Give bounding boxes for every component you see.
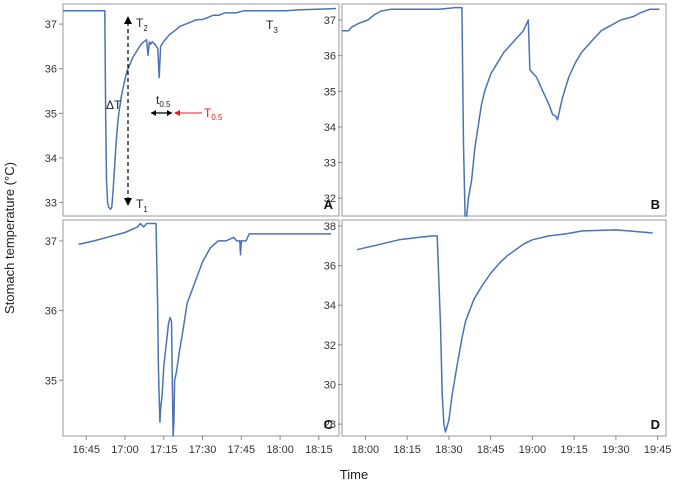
panel-letter: A: [324, 197, 334, 212]
x-tick-label: 19:15: [560, 444, 588, 456]
panel-frame: [341, 219, 667, 437]
t1-label: T1: [136, 197, 148, 214]
series-line: [78, 222, 332, 437]
y-tick-label: 38: [324, 221, 336, 233]
delta-t-arrowhead-bottom: [124, 198, 132, 206]
x-tick-label: 18:00: [352, 444, 380, 456]
x-tick-label: 19:30: [602, 444, 630, 456]
panel-letter: C: [324, 417, 334, 432]
x-tick-label: 18:00: [266, 444, 294, 456]
x-tick-label: 18:30: [435, 444, 463, 456]
x-tick-label: 18:15: [393, 444, 421, 456]
y-tick-label: 33: [45, 198, 57, 210]
x-tick-label: 17:30: [189, 444, 217, 456]
x-tick-label: 18:15: [305, 444, 333, 456]
delta-t-label: ΔT: [106, 98, 122, 112]
y-tick-label: 35: [45, 375, 57, 387]
y-tick-label: 36: [324, 51, 336, 63]
panel-c: 35 36 37 16:45 17:00 17:15 17:30 17:45 18:00 18:1…: [45, 219, 340, 456]
y-tick-label: 32: [324, 193, 336, 205]
panel-b: 32 33 34 35 36 37 B: [324, 3, 667, 217]
y-tick-label: 37: [324, 15, 336, 27]
panel-letter: B: [651, 197, 660, 212]
series-line: [63, 7, 337, 211]
x-tick-label: 16:45: [72, 444, 100, 456]
x-tick-label: 19:45: [644, 444, 672, 456]
t3-label: T3: [266, 18, 278, 35]
y-tick-label: 28: [324, 419, 336, 431]
y-tick-label: 32: [324, 340, 336, 352]
panel-d: 28 30 32 34 36 38 18:00 18:15 18:30 18:45 19:00 19:…: [324, 219, 672, 456]
panel-frame: [341, 3, 667, 217]
series-line: [356, 229, 653, 433]
y-tick-label: 34: [324, 122, 336, 134]
y-tick-label: 34: [45, 153, 57, 165]
y-tick-label: 36: [45, 306, 57, 318]
y-tick-label: 33: [324, 158, 336, 170]
t2-label: T2: [136, 16, 148, 33]
t05-label: t0.5: [156, 93, 171, 109]
y-tick-label: 34: [324, 300, 336, 312]
panel-frame: [62, 3, 340, 217]
x-tick-label: 17:00: [111, 444, 139, 456]
y-tick-label: 35: [324, 86, 336, 98]
x-axis-label: Time: [340, 467, 368, 482]
panel-frame: [62, 219, 340, 437]
t05-arrowhead-right: [167, 110, 172, 116]
x-tick-label: 19:00: [519, 444, 547, 456]
y-axis-label: Stomach temperature (°C): [2, 162, 17, 314]
x-tick-label: 18:45: [477, 444, 505, 456]
y-tick-label: 35: [45, 108, 57, 120]
t05-arrowhead-left: [151, 110, 156, 116]
panel-letter: D: [651, 417, 660, 432]
red-t05-label: T0.5: [204, 106, 223, 122]
y-tick-label: 37: [45, 19, 57, 31]
red-t05-arrowhead: [174, 110, 180, 116]
x-tick-label: 17:45: [228, 444, 256, 456]
y-tick-label: 36: [324, 261, 336, 273]
y-tick-label: 37: [45, 236, 57, 248]
x-tick-label: 17:15: [150, 444, 178, 456]
annotations-panel-a: ΔT T2 T1 T3 t0.5 T0.5: [106, 16, 278, 214]
y-tick-label: 36: [45, 64, 57, 76]
panel-a: 33 34 35 36 37 A: [45, 3, 340, 217]
y-tick-label: 30: [324, 379, 336, 391]
series-line: [342, 6, 660, 217]
delta-t-arrowhead-top: [124, 16, 132, 24]
